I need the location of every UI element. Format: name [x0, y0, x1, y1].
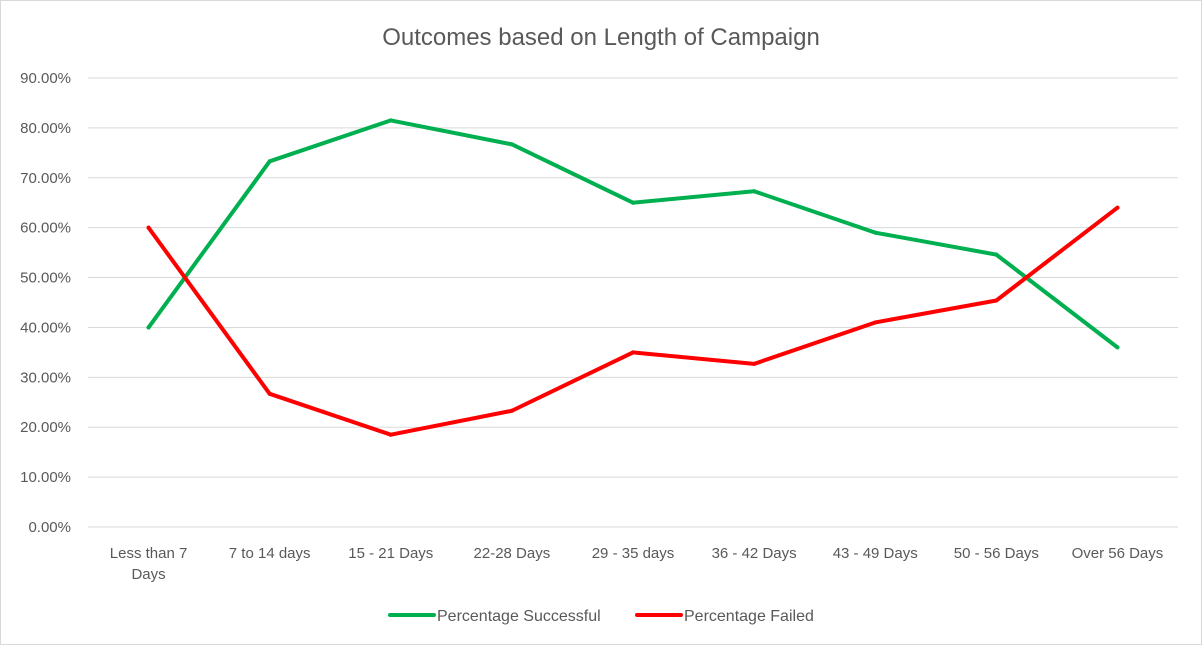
data-point: [146, 225, 151, 230]
x-tick-label: 29 - 35 days: [592, 545, 675, 562]
data-point: [267, 391, 272, 396]
data-point: [146, 325, 151, 330]
x-tick-label: 15 - 21 Days: [348, 545, 433, 562]
data-point: [509, 142, 514, 147]
y-tick-label: 30.00%: [20, 369, 71, 386]
x-tick-label: 43 - 49 Days: [833, 545, 918, 562]
data-point: [873, 320, 878, 325]
data-point: [1115, 345, 1120, 350]
x-tick-label: 7 to 14 days: [229, 545, 311, 562]
data-point: [1115, 205, 1120, 210]
y-tick-label: 0.00%: [28, 519, 71, 536]
data-point: [631, 350, 635, 355]
x-tick-label: Less than 7 Days: [110, 545, 188, 583]
data-point: [752, 361, 757, 366]
legend: Percentage Successful Percentage Failed: [388, 608, 814, 625]
series-line-successful: [146, 118, 1120, 350]
data-point: [873, 230, 878, 235]
data-point: [752, 189, 757, 194]
y-tick-label: 70.00%: [20, 170, 71, 187]
y-tick-label: 50.00%: [20, 270, 71, 287]
y-axis-tick-labels: 0.00% 10.00% 20.00% 30.00% 40.00% 50.00% 60.00…: [20, 70, 71, 536]
y-tick-label: 80.00%: [20, 120, 71, 137]
data-point: [388, 118, 393, 123]
y-tick-label: 10.00%: [20, 469, 71, 486]
data-point: [267, 159, 272, 164]
data-point: [509, 408, 514, 413]
data-point: [631, 200, 635, 205]
y-tick-label: 40.00%: [20, 319, 71, 336]
y-tick-label: 90.00%: [20, 70, 71, 87]
x-axis-tick-labels: Less than 7 Days 7 to 14 days 15 - 21 Days 2…: [110, 545, 1164, 583]
x-tick-label: Over 56 Days: [1072, 545, 1164, 562]
series-line-failed: [146, 205, 1120, 437]
y-tick-label: 20.00%: [20, 419, 71, 436]
legend-label: Percentage Successful: [437, 608, 601, 625]
data-point: [994, 298, 999, 303]
gridlines: [88, 77, 1178, 528]
series-lines: [146, 118, 1120, 437]
x-tick-label: 50 - 56 Days: [954, 545, 1039, 562]
data-point: [994, 252, 999, 257]
data-point: [388, 432, 393, 437]
chart-title: Outcomes based on Length of Campaign: [382, 24, 820, 51]
legend-label: Percentage Failed: [684, 608, 814, 625]
y-tick-label: 60.00%: [20, 220, 71, 237]
x-tick-label: 22-28 Days: [474, 545, 551, 562]
x-tick-label: 36 - 42 Days: [712, 545, 797, 562]
